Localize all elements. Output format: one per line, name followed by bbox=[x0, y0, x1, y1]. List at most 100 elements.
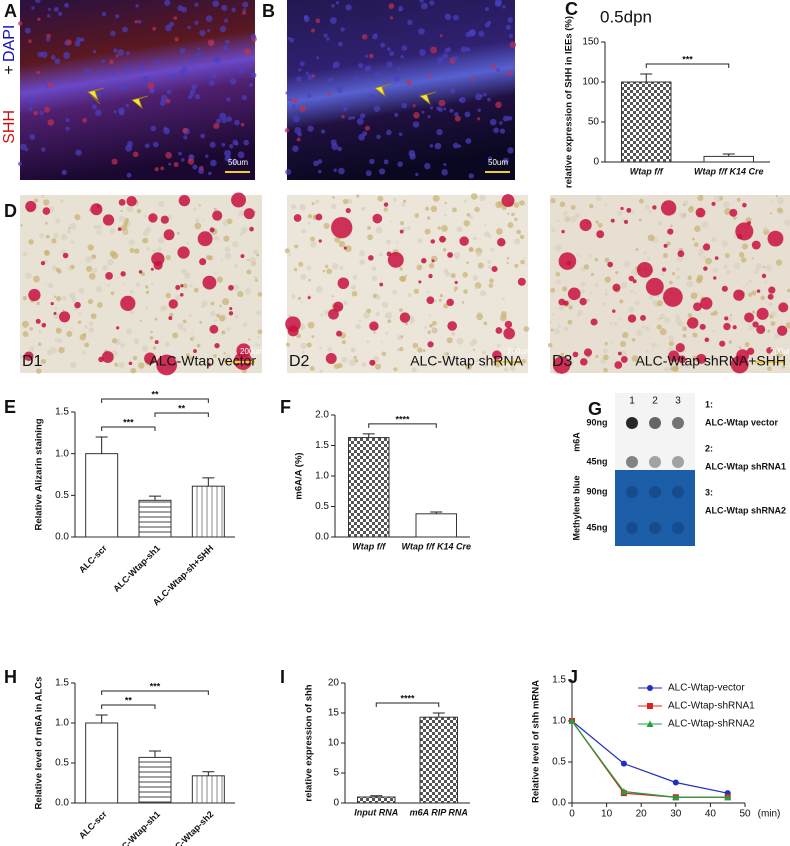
cell bbox=[20, 224, 23, 227]
nodule bbox=[74, 301, 81, 309]
cell bbox=[488, 283, 494, 288]
nucleus bbox=[226, 97, 231, 102]
cell bbox=[210, 311, 216, 317]
cell bbox=[736, 344, 740, 348]
nodule bbox=[645, 277, 664, 296]
cell bbox=[343, 301, 348, 305]
nucleus bbox=[232, 159, 237, 164]
x-tick-label: ALC-Wtap-sh+SHH bbox=[151, 543, 216, 608]
nucleus bbox=[178, 151, 182, 156]
cell bbox=[752, 310, 756, 314]
cell bbox=[68, 227, 71, 230]
nucleus bbox=[58, 11, 63, 16]
scale-label: 200um bbox=[770, 347, 790, 356]
cell bbox=[67, 230, 72, 234]
nucleus bbox=[163, 126, 168, 131]
nucleus bbox=[380, 42, 386, 48]
cell bbox=[638, 198, 644, 204]
cell bbox=[226, 327, 231, 332]
nucleus bbox=[401, 102, 408, 109]
cell bbox=[359, 259, 365, 265]
cell bbox=[664, 366, 670, 373]
cell bbox=[66, 330, 73, 337]
cell bbox=[560, 352, 565, 356]
cell bbox=[657, 344, 660, 347]
cell bbox=[550, 198, 556, 204]
cell bbox=[93, 224, 99, 230]
cell bbox=[257, 329, 263, 335]
nucleus bbox=[296, 137, 301, 142]
cell bbox=[37, 329, 42, 334]
cell bbox=[145, 290, 150, 295]
cell bbox=[118, 215, 125, 222]
nucleus bbox=[285, 91, 289, 95]
nucleus bbox=[28, 107, 33, 112]
cell bbox=[330, 203, 337, 210]
cell bbox=[253, 249, 259, 255]
x-tick-label: 40 bbox=[705, 809, 717, 820]
nucleus bbox=[197, 47, 201, 51]
significance-bracket bbox=[368, 423, 437, 428]
scale-label: 50um bbox=[228, 158, 248, 167]
nodule bbox=[426, 296, 435, 305]
cell bbox=[107, 284, 111, 287]
nodule bbox=[751, 240, 761, 250]
nucleus bbox=[320, 129, 326, 134]
cell bbox=[40, 358, 46, 365]
nucleus bbox=[242, 8, 247, 12]
nodule bbox=[228, 311, 234, 316]
cell bbox=[390, 220, 393, 223]
cell bbox=[738, 251, 745, 258]
bar bbox=[415, 513, 457, 538]
cell bbox=[164, 341, 171, 347]
nodule bbox=[160, 215, 169, 224]
nucleus bbox=[137, 19, 142, 24]
cell bbox=[214, 272, 217, 275]
nucleus bbox=[386, 129, 392, 136]
arrow bbox=[419, 91, 437, 106]
cell bbox=[748, 325, 754, 331]
nucleus bbox=[459, 96, 466, 104]
nucleus bbox=[125, 66, 131, 72]
nucleus bbox=[439, 34, 443, 38]
nodule bbox=[737, 234, 743, 240]
cell bbox=[189, 356, 193, 361]
cell bbox=[182, 319, 187, 324]
significance-label: *** bbox=[150, 681, 161, 691]
cell bbox=[428, 314, 431, 317]
cell bbox=[43, 199, 50, 206]
cell bbox=[620, 341, 627, 347]
cell bbox=[695, 277, 703, 284]
cell bbox=[620, 281, 628, 289]
cell bbox=[165, 292, 171, 299]
nucleus bbox=[237, 151, 245, 159]
cell bbox=[381, 301, 389, 308]
nodule bbox=[695, 207, 706, 218]
y-tick-label: 20 bbox=[328, 678, 340, 689]
point bbox=[620, 788, 628, 795]
cell bbox=[668, 335, 675, 342]
cell bbox=[54, 306, 58, 310]
nodule bbox=[552, 356, 571, 374]
significance-label: *** bbox=[123, 417, 134, 427]
cell bbox=[193, 207, 197, 211]
nucleus bbox=[315, 18, 321, 24]
cell bbox=[549, 321, 552, 324]
cell bbox=[651, 342, 656, 348]
blot-dot bbox=[649, 522, 661, 534]
nodule bbox=[228, 284, 234, 291]
cell bbox=[399, 308, 403, 312]
legend-label: ALC-Wtap-shRNA1 bbox=[668, 701, 755, 712]
nodule bbox=[446, 298, 454, 307]
nucleus bbox=[507, 147, 514, 154]
x-tick-label: Wtap f/f bbox=[352, 541, 386, 551]
nucleus bbox=[449, 87, 456, 94]
cell bbox=[476, 359, 479, 362]
cell bbox=[190, 332, 194, 335]
amount-label: 90ng bbox=[586, 417, 607, 427]
nucleus bbox=[340, 27, 345, 32]
cell bbox=[225, 354, 231, 360]
cell bbox=[675, 275, 681, 280]
nucleus bbox=[222, 45, 229, 52]
cell bbox=[634, 300, 640, 306]
